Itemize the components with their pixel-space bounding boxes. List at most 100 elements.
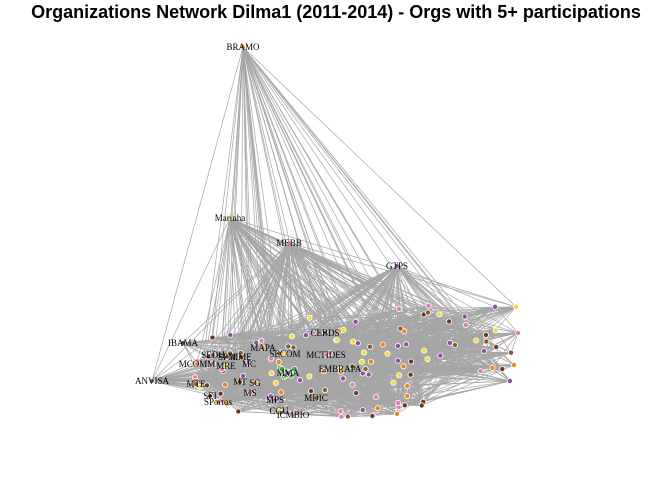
- node-label-mebb: MEBB: [276, 238, 302, 248]
- network-node: [219, 366, 226, 373]
- network-node: [506, 377, 513, 384]
- edge-bramo: [242, 46, 493, 369]
- edge: [363, 352, 411, 376]
- network-node: [349, 363, 356, 370]
- edge-gtps: [309, 265, 398, 319]
- node-mre: [223, 363, 229, 369]
- network-node: [217, 390, 224, 397]
- edge: [404, 346, 497, 406]
- edge: [454, 344, 503, 370]
- edge: [279, 341, 354, 354]
- network-node: [338, 413, 345, 420]
- network-node: [358, 358, 365, 365]
- edge: [339, 368, 398, 415]
- edge: [278, 308, 400, 363]
- network-node: [276, 350, 283, 357]
- edge-mebb: [151, 242, 290, 382]
- chart-title: Organizations Network Dilma1 (2011-2014)…: [31, 2, 641, 22]
- node-icmbio: [290, 412, 296, 418]
- node-mps: [272, 397, 278, 403]
- edge: [220, 368, 341, 402]
- network-node: [482, 331, 489, 338]
- node-embrapa: [337, 366, 343, 372]
- node-mcomm: [194, 361, 200, 367]
- edge-marinha: [229, 217, 293, 337]
- edge: [406, 314, 440, 397]
- network-node: [209, 360, 216, 367]
- edge: [368, 306, 517, 375]
- edge-bramo: [242, 46, 256, 384]
- edge-bramo: [242, 46, 359, 344]
- node-label-secom: SECOM: [269, 349, 300, 359]
- node-label-mma: MMA: [277, 368, 300, 378]
- node-label-embrapa: EMBRAPA: [319, 364, 362, 374]
- edge: [182, 342, 511, 382]
- network-node: [310, 329, 317, 336]
- network-node: [362, 365, 369, 372]
- edge-anvisa: [151, 380, 373, 417]
- network-node: [365, 371, 372, 378]
- edge-gtps: [396, 265, 496, 331]
- network-node: [436, 311, 443, 318]
- network-node-hub: [291, 366, 298, 373]
- node-label-ibama: IBAMA: [168, 338, 199, 348]
- network-node: [492, 327, 499, 334]
- network-node: [253, 339, 260, 346]
- edge: [377, 407, 398, 415]
- edge: [212, 337, 337, 341]
- node-label-mcomm: MCOMM: [179, 359, 216, 369]
- network-node: [196, 383, 203, 390]
- edge-anvisa: [151, 380, 342, 418]
- edge-anvisa: [151, 344, 383, 382]
- network-node: [446, 339, 453, 346]
- node-gtps: [394, 263, 400, 269]
- network-node: [306, 314, 313, 321]
- edge: [465, 324, 496, 331]
- node-ms: [247, 390, 253, 396]
- edge: [212, 321, 450, 338]
- edge: [448, 321, 512, 354]
- edge: [454, 344, 511, 382]
- node-label-mctides: MCTIDES: [306, 350, 346, 360]
- node-mebb: [286, 240, 292, 246]
- network-node: [395, 305, 402, 312]
- network-node: [372, 393, 379, 400]
- network-node: [473, 337, 480, 344]
- network-node: [477, 368, 484, 375]
- network-node: [369, 412, 376, 419]
- network-node: [374, 405, 381, 412]
- edge: [336, 339, 399, 362]
- edge: [212, 336, 292, 338]
- network-node: [308, 388, 315, 395]
- edge: [428, 305, 519, 334]
- network-node: [437, 352, 444, 359]
- edge-mebb: [288, 242, 440, 315]
- edge-bramo: [242, 46, 465, 317]
- node-label-sportos: SPortos: [204, 397, 233, 407]
- node-label-ms: MS: [243, 388, 256, 398]
- edge: [238, 384, 353, 412]
- network-node: [359, 407, 366, 414]
- node-label-sei: SEI: [203, 391, 217, 401]
- node-label-mt: MT: [233, 377, 247, 387]
- network-node: [394, 357, 401, 364]
- node-marinha: [227, 215, 233, 221]
- edge: [284, 353, 378, 409]
- network-node: [360, 349, 367, 356]
- node-mdic: [313, 395, 319, 401]
- network-node: [297, 377, 304, 384]
- network-node: [515, 329, 522, 336]
- network-node: [333, 337, 340, 344]
- network-node: [350, 338, 357, 345]
- edge-gtps: [355, 265, 398, 323]
- node-anvisa: [149, 378, 155, 384]
- node-label-mme: MME: [230, 352, 252, 362]
- network-node: [403, 341, 410, 348]
- network-node: [492, 303, 499, 310]
- edge: [182, 336, 292, 344]
- network-node: [337, 408, 344, 415]
- network-node: [302, 332, 309, 339]
- node-label-anvisa: ANVISA: [135, 376, 170, 386]
- edge-gtps: [396, 265, 496, 308]
